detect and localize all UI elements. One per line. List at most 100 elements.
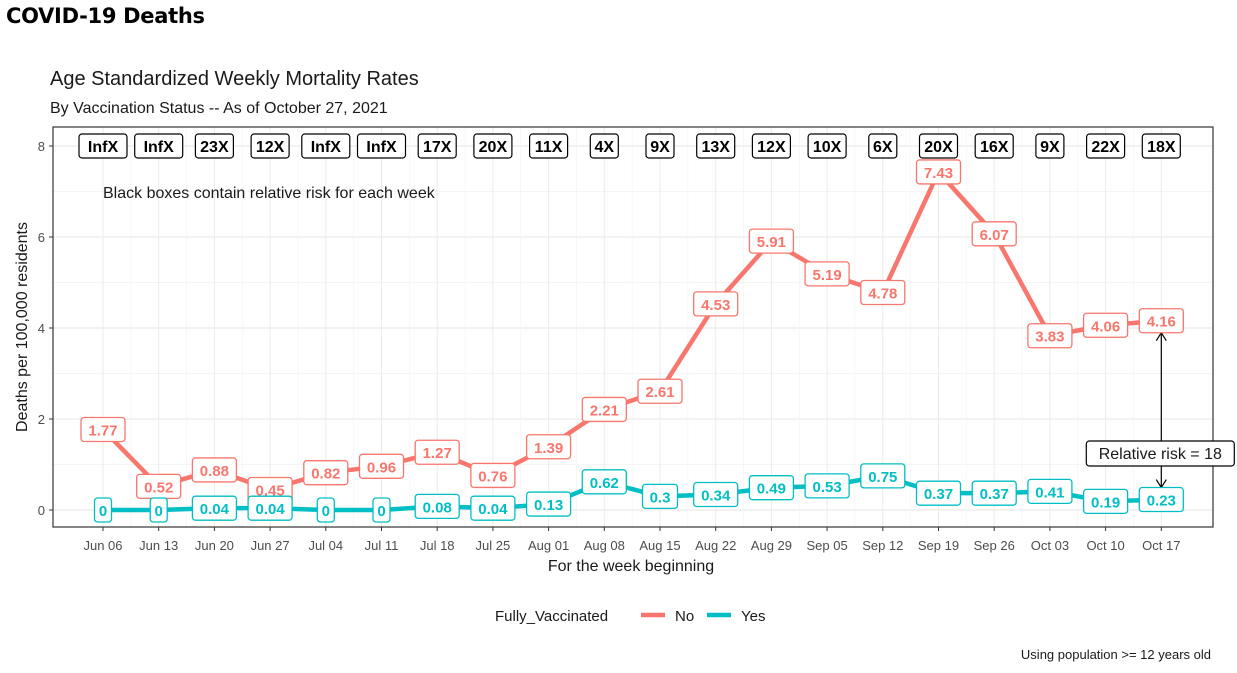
relative-risk-box: InfX — [78, 133, 128, 159]
data-label-no: 0.76 — [470, 462, 516, 489]
y-tick-label: 2 — [38, 412, 45, 427]
x-tick-label: Jul 25 — [476, 538, 511, 553]
data-label-value: 6.07 — [980, 227, 1009, 244]
data-label-no: 1.77 — [80, 416, 126, 443]
data-label-value: 0.49 — [757, 481, 786, 498]
relative-risk-label: InfX — [366, 139, 397, 156]
relative-risk-box: 4X — [589, 133, 619, 159]
data-label-yes: 0.53 — [804, 473, 850, 499]
data-label-value: 0.04 — [255, 501, 285, 518]
x-tick-label: Aug 29 — [751, 538, 792, 553]
data-label-box — [693, 291, 739, 317]
relative-risk-box-border — [473, 133, 513, 159]
relative-risk-box-border — [417, 133, 457, 159]
relative-risk-box: InfX — [301, 133, 351, 159]
relative-risk-box-border — [301, 133, 351, 159]
data-label-yes: 0.23 — [1138, 486, 1184, 513]
chart-title: Age Standardized Weekly Mortality Rates — [50, 68, 419, 90]
data-label-yes: 0 — [316, 497, 335, 523]
relative-risk-box-border — [1141, 133, 1181, 159]
data-label-value: 4.53 — [701, 297, 730, 314]
data-label-box — [1082, 488, 1129, 515]
relative-risk-box-border — [250, 133, 290, 159]
data-label-value: 0 — [377, 503, 385, 520]
data-label-yes: 0.08 — [414, 493, 460, 520]
data-label-no: 0.52 — [136, 473, 182, 499]
relative-risk-box: 18X — [1141, 133, 1181, 159]
data-label-yes: 0.04 — [191, 495, 238, 521]
data-label-no: 2.21 — [581, 396, 627, 423]
data-label-box — [1138, 486, 1184, 513]
data-label-value: 5.91 — [757, 234, 786, 251]
data-label-box — [80, 416, 126, 443]
data-label-value: 0.19 — [1091, 494, 1120, 511]
data-label-yes: 0.34 — [693, 481, 739, 508]
relative-risk-box: InfX — [356, 133, 407, 159]
data-label-box — [1027, 478, 1073, 504]
relative-risk-label: 11X — [535, 139, 563, 156]
data-label-value: 7.43 — [924, 165, 953, 182]
x-tick-label: Sep 12 — [862, 538, 903, 553]
data-label-value: 0.23 — [1147, 493, 1176, 510]
x-tick-label: Jun 13 — [139, 538, 178, 553]
x-tick-label: Oct 10 — [1086, 538, 1124, 553]
data-label-no: 7.43 — [915, 159, 962, 185]
data-label-box — [316, 497, 335, 523]
relative-risk-label: 4X — [595, 139, 615, 156]
data-label-value: 4.16 — [1147, 314, 1176, 331]
relative-risk-box-border — [134, 133, 184, 159]
x-axis-title: For the week beginning — [548, 558, 714, 575]
data-label-box — [191, 495, 238, 521]
data-label-box — [693, 481, 739, 508]
relative-risk-box: 12X — [250, 133, 290, 159]
data-label-no: 5.91 — [748, 228, 795, 254]
relative-risk-box-border — [528, 133, 569, 159]
data-label-value: 0 — [155, 503, 163, 520]
data-label-box — [470, 495, 516, 521]
data-label-box — [470, 462, 516, 489]
y-tick-label: 8 — [38, 139, 45, 154]
relative-risk-box: 23X — [194, 133, 234, 159]
relative-risk-label: 18X — [1147, 139, 1176, 156]
data-label-yes: 0.75 — [860, 463, 906, 489]
chart-caption: Using population >= 12 years old — [1021, 647, 1211, 662]
data-label-box — [525, 491, 572, 517]
relative-risk-box-border — [868, 133, 898, 159]
data-label-value: 0 — [322, 503, 330, 520]
data-label-no: 4.78 — [860, 279, 906, 306]
relative-risk-box-border — [1035, 133, 1065, 159]
relative-risk-label: 12X — [757, 139, 786, 156]
data-label-value: 5.19 — [812, 267, 841, 284]
data-label-yes: 0.49 — [748, 475, 795, 501]
data-label-value: 0.37 — [924, 486, 953, 503]
x-tick-label: Oct 03 — [1031, 538, 1069, 553]
data-label-value: 0.08 — [423, 499, 452, 516]
panel-border — [52, 126, 1214, 528]
data-label-box — [804, 261, 850, 287]
data-label-value: 0.37 — [980, 486, 1009, 503]
relative-risk-box-border — [1085, 133, 1126, 159]
relative-risk-box: 11X — [528, 133, 569, 159]
data-label-box — [1082, 312, 1129, 338]
data-label-yes: 0.62 — [581, 469, 627, 495]
data-label-box — [804, 473, 850, 499]
data-label-no: 0.82 — [303, 460, 349, 486]
x-tick-label: Jun 27 — [251, 538, 290, 553]
data-label-box — [358, 453, 405, 479]
x-tick-label: Aug 01 — [528, 538, 569, 553]
data-label-box — [1138, 308, 1184, 334]
data-label-no: 6.07 — [971, 221, 1017, 247]
data-label-value: 1.27 — [423, 445, 452, 462]
data-label-value: 0.62 — [590, 475, 619, 492]
relative-risk-box-border — [974, 133, 1014, 159]
data-label-value: 3.83 — [1035, 329, 1064, 346]
relative-risk-label: 20X — [924, 139, 953, 156]
data-label-box — [748, 228, 795, 254]
data-label-yes: 0 — [372, 497, 391, 523]
data-labels: 1.77 0.52 0.88 0.45 0.82 0.96 1.27 0.76 1.39 2.21… — [80, 159, 1184, 523]
data-label-value: 0.96 — [367, 459, 396, 476]
data-label-yes: 0.3 — [641, 483, 679, 510]
data-label-yes: 0.37 — [971, 480, 1017, 506]
data-label-box — [303, 460, 349, 486]
data-label-no: 2.61 — [637, 378, 683, 404]
